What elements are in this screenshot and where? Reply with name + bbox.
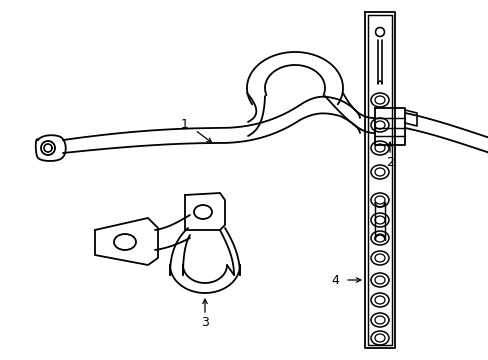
- Text: 2: 2: [385, 156, 393, 168]
- Text: 3: 3: [201, 316, 208, 329]
- Text: 4: 4: [330, 274, 338, 287]
- Text: 1: 1: [181, 117, 188, 131]
